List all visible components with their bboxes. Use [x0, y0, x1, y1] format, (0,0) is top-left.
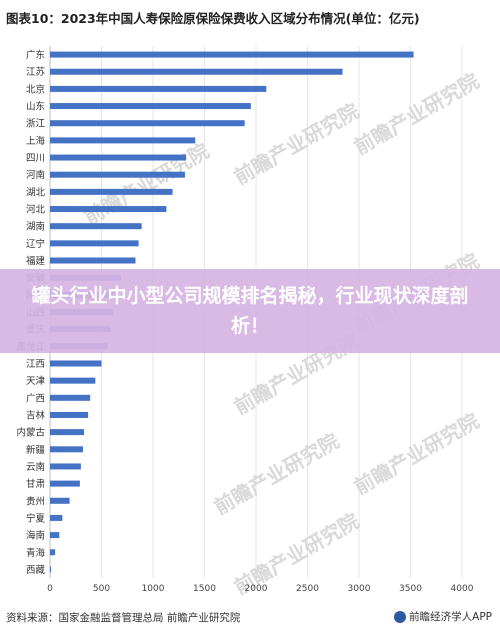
category-label: 河南: [26, 169, 45, 181]
category-label: 天津: [26, 376, 46, 387]
category-label: 宁夏: [26, 512, 46, 524]
category-label: 广东: [26, 49, 45, 61]
bar-山东: [50, 103, 251, 110]
x-tick-label: 3000: [348, 584, 371, 594]
bar-天津: [50, 377, 96, 384]
bar-海南: [50, 532, 60, 539]
watermark: 前瞻产业研究院: [350, 409, 483, 500]
category-label: 浙江: [26, 118, 46, 130]
x-tick-label: 1000: [142, 584, 165, 594]
bar-云南: [50, 463, 81, 470]
brand-name: 前瞻经济学人APP: [409, 611, 492, 623]
category-label: 甘肃: [26, 478, 45, 490]
headline-text[interactable]: 罐头行业中小型公司规模排名揭秘，行业现状深度剖析！: [31, 285, 469, 337]
category-label: 新疆: [26, 444, 46, 456]
watermark: 前瞻产业研究院: [230, 99, 363, 190]
bar-吉林: [50, 411, 89, 418]
watermark: 前瞻产业研究院: [80, 139, 213, 230]
bar-贵州: [50, 497, 70, 504]
bar-辽宁: [50, 240, 139, 247]
x-tick-label: 2500: [296, 584, 319, 594]
source-note: 资料来源：国家金融监督管理总局 前瞻产业研究院: [6, 612, 241, 624]
watermark: 前瞻产业研究院: [350, 69, 483, 160]
category-label: 北京: [26, 83, 45, 95]
bar-宁夏: [50, 514, 63, 521]
bar-江西: [50, 360, 102, 367]
bar-广东: [50, 51, 414, 58]
category-label: 广西: [26, 392, 45, 404]
bar-河北: [50, 206, 167, 213]
category-label: 河北: [26, 204, 46, 216]
category-label: 内蒙古: [16, 427, 45, 439]
category-label: 山东: [26, 101, 45, 113]
x-tick-label: 4000: [451, 584, 474, 594]
category-label: 云南: [26, 461, 45, 473]
category-label: 江西: [26, 359, 45, 370]
bar-西藏: [50, 566, 52, 573]
category-label: 湖南: [26, 221, 45, 233]
bar-福建: [50, 257, 136, 264]
category-label: 吉林: [26, 409, 46, 421]
bar-上海: [50, 137, 196, 144]
category-label: 海南: [26, 530, 45, 542]
category-label: 青海: [26, 547, 46, 559]
x-tick-label: 0: [47, 584, 53, 594]
category-label: 福建: [26, 255, 46, 267]
brand-credit: 前瞻经济学人APP: [394, 609, 492, 624]
bar-甘肃: [50, 480, 80, 487]
bar-浙江: [50, 120, 245, 127]
bar-江苏: [50, 68, 343, 75]
category-label: 贵州: [26, 495, 45, 507]
bar-新疆: [50, 446, 83, 453]
bar-湖北: [50, 188, 173, 195]
category-label: 上海: [26, 135, 46, 147]
x-tick-label: 3500: [399, 584, 422, 594]
category-label: 四川: [26, 153, 45, 164]
category-label: 湖北: [26, 187, 46, 198]
bar-湖南: [50, 223, 142, 230]
brand-logo-icon: [394, 610, 407, 623]
bar-河南: [50, 171, 185, 178]
bar-四川: [50, 154, 186, 161]
bar-内蒙古: [50, 429, 84, 436]
x-tick-layer: 0 500 1000 1500 2000 2500 3000 3500 4000: [47, 584, 474, 594]
chart-title: 图表10：2023年中国人寿保险原保险保费收入区域分布情况(单位：亿元): [6, 11, 420, 26]
x-tick-label: 2000: [245, 584, 268, 594]
watermark: 前瞻产业研究院: [210, 429, 343, 520]
bar-青海: [50, 549, 56, 556]
bar-北京: [50, 85, 267, 92]
x-tick-label: 500: [93, 584, 110, 594]
category-label: 辽宁: [26, 238, 45, 250]
category-label: 西藏: [26, 564, 46, 576]
category-label: 江苏: [26, 66, 46, 78]
x-tick-label: 1500: [193, 584, 216, 594]
bar-广西: [50, 394, 91, 401]
headline-banner: 罐头行业中小型公司规模排名揭秘，行业现状深度剖析！: [0, 269, 500, 353]
